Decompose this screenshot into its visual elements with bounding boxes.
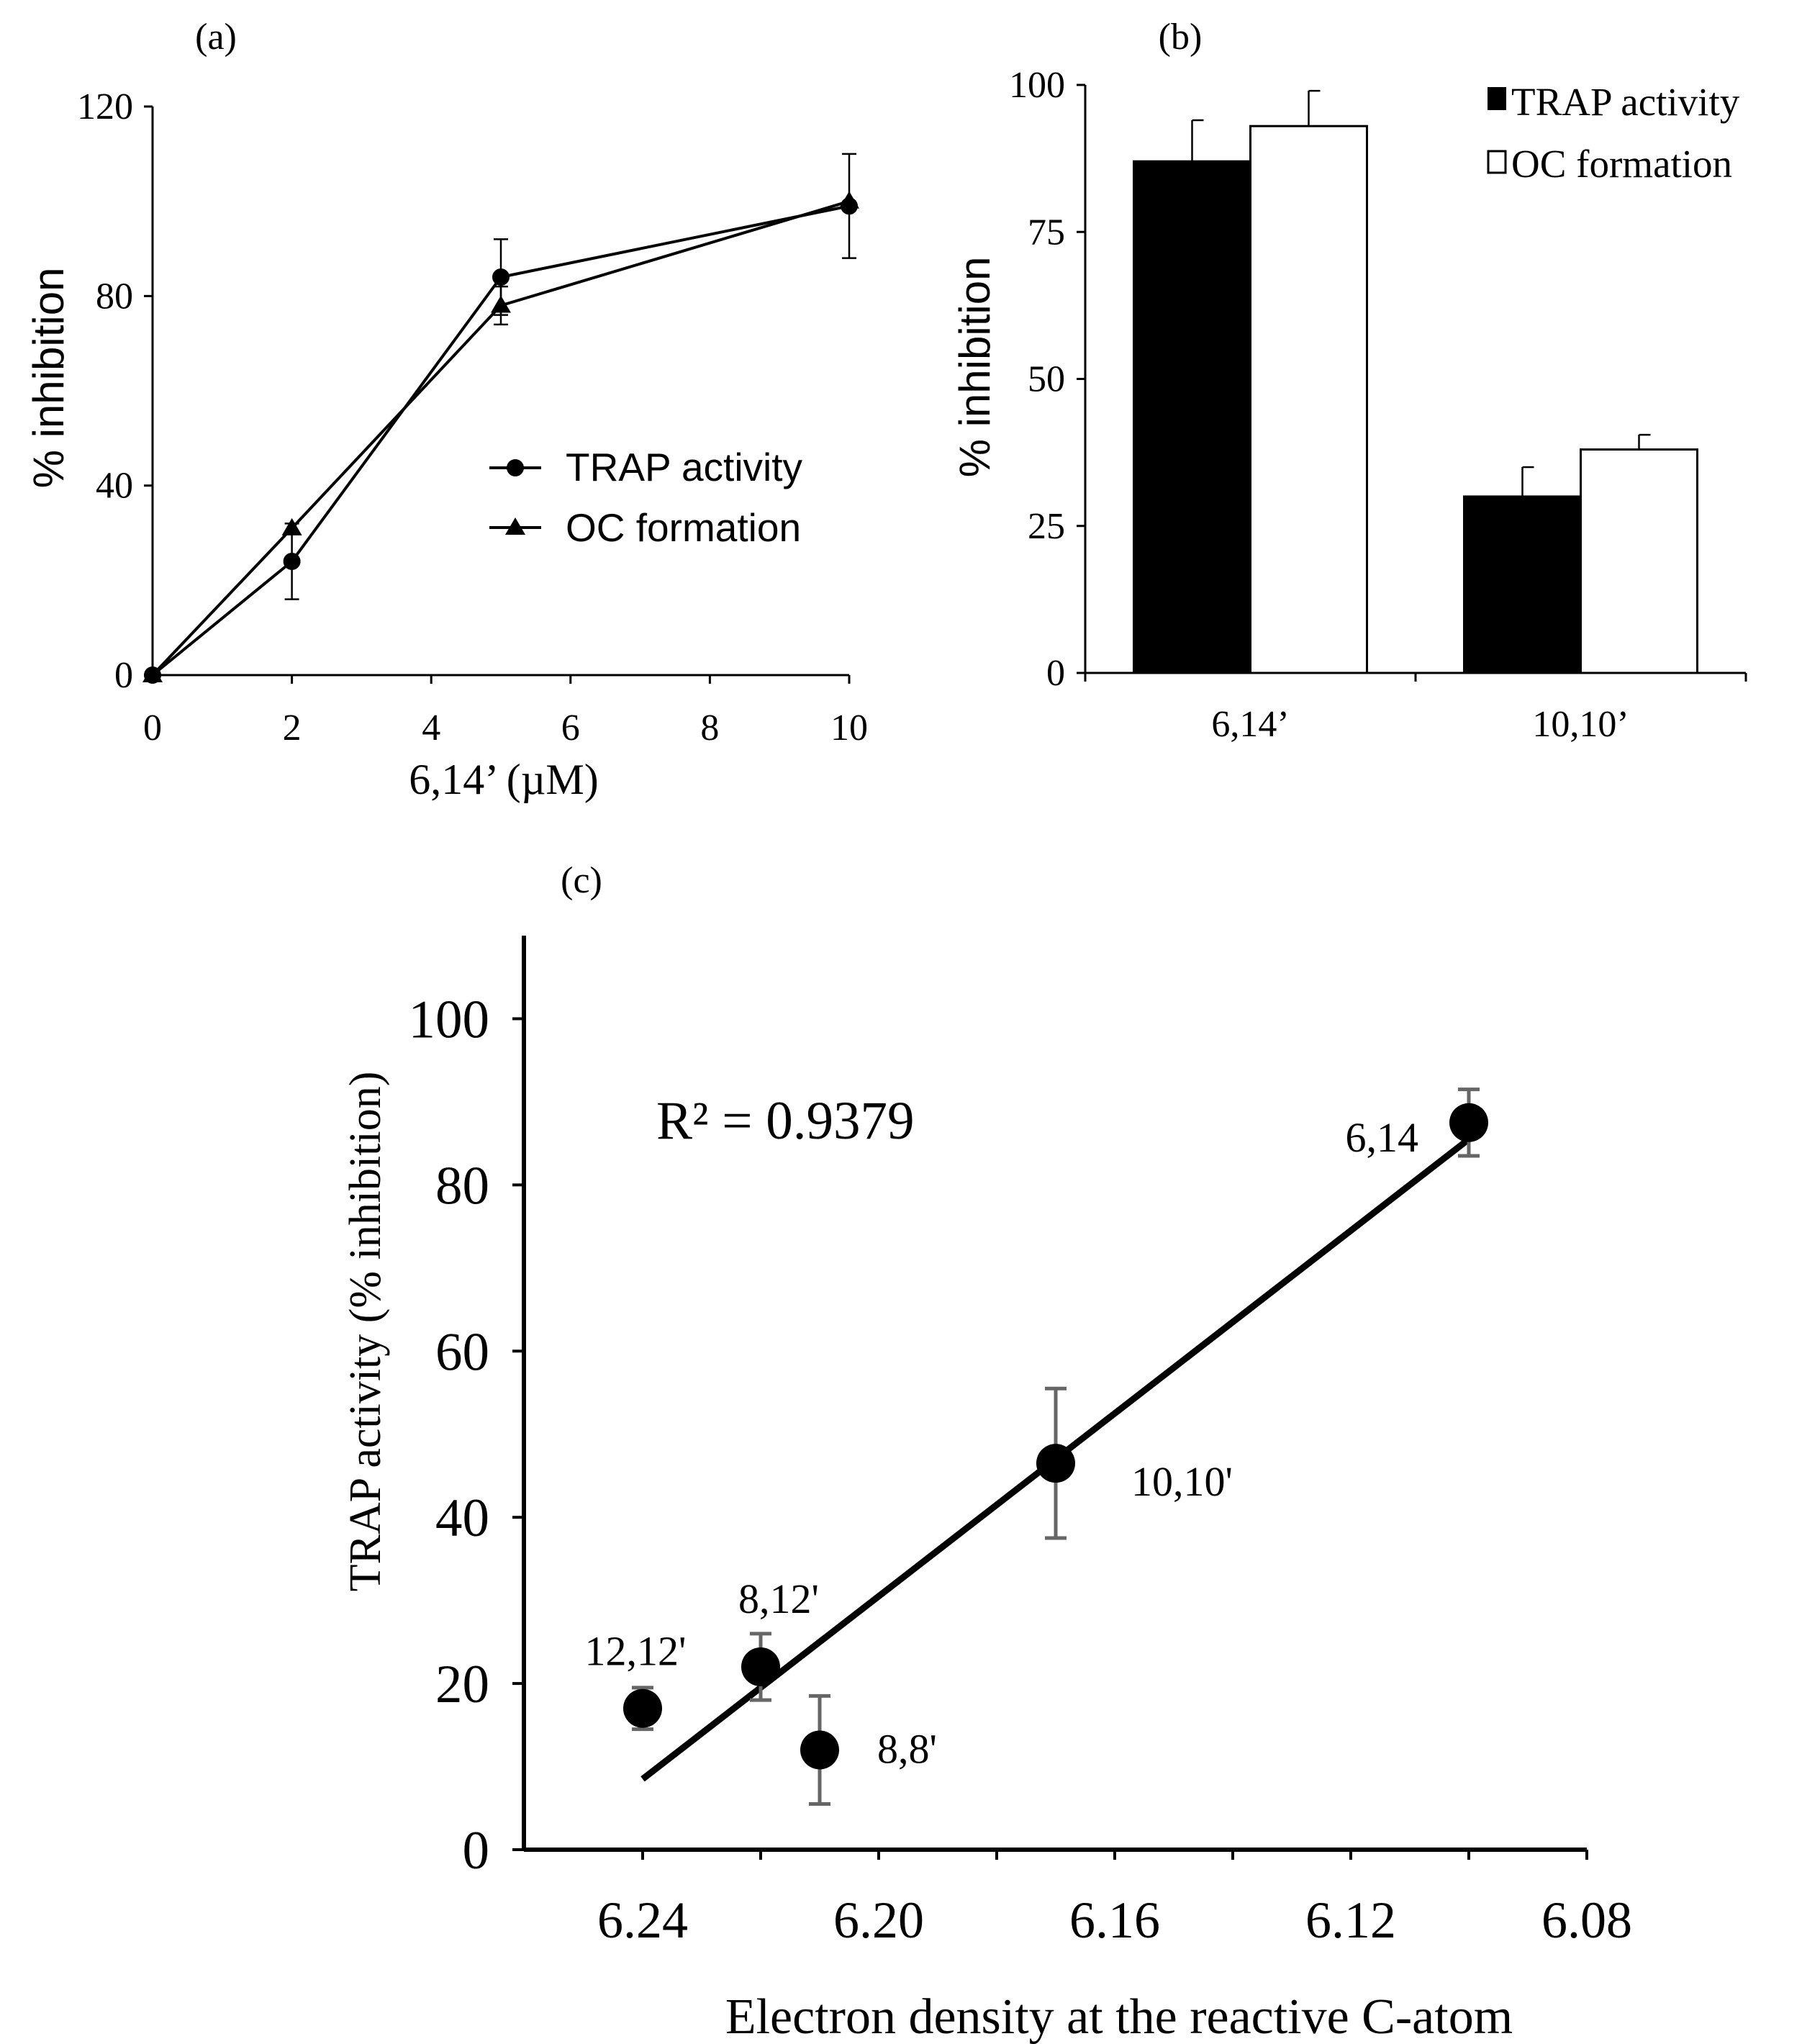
- y-tick-label: 20: [435, 1655, 489, 1714]
- data-point: [800, 1730, 839, 1770]
- category-label: 6,14’: [1211, 704, 1289, 745]
- legend-oc-marker: [505, 517, 525, 535]
- legend-trap-label: TRAP activity: [566, 445, 803, 489]
- oc-point: [839, 191, 859, 209]
- y-tick-label: 100: [409, 990, 490, 1049]
- panel-b: (b) 0 25 50 75 100 6,14’ 10,10’ % inhibition T…: [951, 17, 1747, 745]
- panel-a-x-label: 6,14’ (µM): [409, 756, 598, 803]
- y-tick-label: 80: [435, 1156, 489, 1216]
- y-tick-label: 120: [77, 86, 133, 127]
- trap-bar: [1133, 160, 1251, 674]
- y-tick-label: 80: [96, 276, 133, 317]
- x-tick-label: 2: [283, 707, 302, 749]
- trap-point: [492, 268, 510, 286]
- panel-a-label: (a): [195, 17, 237, 58]
- trap-point: [283, 553, 301, 570]
- x-tick-label: 6.20: [833, 1891, 924, 1949]
- x-tick-label: 10: [830, 707, 868, 749]
- y-tick-label: 40: [96, 466, 133, 507]
- legend-oc-label: OC formation: [566, 505, 801, 550]
- panel-a-y-label: % inhibition: [24, 268, 73, 489]
- y-tick-label: 100: [1009, 65, 1065, 106]
- y-tick-label: 60: [435, 1322, 489, 1382]
- point-label: 12,12': [585, 1628, 687, 1675]
- panel-c-y-label: TRAP activity (% inhibition): [341, 1072, 390, 1592]
- point-label: 8,8': [877, 1725, 937, 1772]
- panel-b-label: (b): [1159, 17, 1203, 58]
- data-point: [623, 1688, 662, 1728]
- oc-bar: [1249, 125, 1368, 674]
- legend-trap-label: TRAP activity: [1511, 80, 1740, 124]
- point-label: 8,12': [738, 1575, 819, 1622]
- series-line-trap: [151, 204, 850, 677]
- data-point: [1036, 1444, 1075, 1483]
- trap-bar: [1463, 495, 1582, 674]
- oc-point: [491, 295, 511, 313]
- y-tick-label: 0: [114, 655, 133, 696]
- x-tick-label: 4: [422, 707, 440, 749]
- panel-c-annotation: R² = 0.9379: [656, 1091, 915, 1151]
- x-tick-label: 8: [700, 707, 719, 749]
- x-tick-label: 6.12: [1305, 1891, 1396, 1949]
- panel-c-x-label: Electron density at the reactive C-atom: [725, 1989, 1513, 2044]
- data-point: [741, 1647, 780, 1686]
- legend-trap-marker: [507, 459, 524, 476]
- x-tick-label: 0: [143, 707, 162, 749]
- x-tick-label: 6.24: [597, 1891, 688, 1949]
- panel-a-legend: TRAP activity OC formation: [489, 445, 803, 550]
- y-tick-label: 50: [1028, 359, 1065, 400]
- panel-b-legend: TRAP activity OC formation: [1487, 80, 1740, 186]
- panel-b-y-label: % inhibition: [951, 257, 999, 478]
- y-tick-label: 40: [435, 1488, 489, 1548]
- panel-c: (c) 0 20 40 60 80 100 6.24 6.20 6.16 6.12 6.08 12,…: [341, 860, 1632, 2044]
- x-tick-label: 6.16: [1069, 1891, 1160, 1949]
- point-label: 6,14: [1346, 1114, 1419, 1161]
- legend-oc-swatch: [1487, 150, 1507, 174]
- y-tick-label: 0: [1046, 653, 1065, 694]
- series-line-oc: [151, 199, 850, 677]
- data-point: [1449, 1103, 1488, 1142]
- y-tick-label: 25: [1028, 506, 1065, 547]
- oc-point: [142, 665, 163, 682]
- y-tick-label: 75: [1028, 212, 1065, 253]
- point-label: 10,10': [1131, 1458, 1233, 1505]
- panel-c-label: (c): [561, 860, 602, 901]
- x-tick-label: 6: [561, 707, 580, 749]
- y-tick-label: 0: [463, 1821, 490, 1881]
- category-label: 10,10’: [1532, 704, 1629, 745]
- oc-point: [281, 517, 302, 535]
- oc-bar: [1580, 448, 1698, 674]
- legend-trap-swatch: [1488, 87, 1506, 110]
- legend-oc-label: OC formation: [1511, 142, 1732, 186]
- x-tick-label: 6.08: [1541, 1891, 1632, 1949]
- panel-a: (a) 0 2 4 6 8 10 0 40 80 120 6,14’ (µM) % inhibit…: [24, 17, 868, 803]
